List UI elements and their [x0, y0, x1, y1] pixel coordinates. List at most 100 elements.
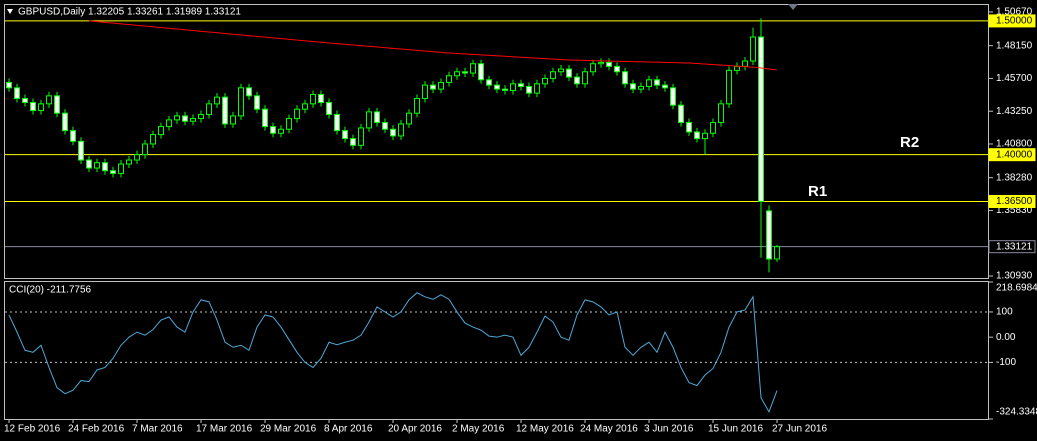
candle-body — [710, 122, 716, 134]
candle-body — [462, 71, 468, 74]
candle-body — [294, 108, 300, 120]
candle-body — [598, 61, 604, 65]
candle-body — [374, 111, 380, 124]
y-tick-label: 1.50670 — [996, 7, 1033, 18]
candle-body — [518, 83, 524, 87]
level-label: 1.50000 — [996, 16, 1033, 27]
x-tick-label: 24 May 2016 — [580, 424, 638, 435]
candle-body — [646, 79, 652, 87]
y-tick-label: 1.48150 — [996, 40, 1033, 51]
level-label-box — [988, 148, 1036, 162]
candle-body — [390, 128, 396, 137]
indicator-line — [8, 292, 778, 414]
candle-body — [110, 170, 116, 174]
level-label: 1.40000 — [996, 149, 1033, 160]
candle-body — [774, 246, 780, 260]
x-tick-label: 15 Jun 2016 — [708, 424, 763, 435]
candle-body — [22, 97, 28, 104]
candle-body — [350, 138, 356, 146]
candle-body — [526, 85, 532, 94]
candle-body — [486, 79, 492, 86]
candle-body — [326, 102, 332, 116]
candle-body — [102, 162, 108, 172]
candle-body — [670, 87, 676, 106]
candle-body — [278, 128, 284, 134]
candle-body — [286, 118, 292, 130]
candle-body — [222, 96, 228, 125]
plot-area — [5, 18, 988, 414]
candle-body — [358, 127, 364, 146]
candle-body — [550, 71, 556, 79]
moving-average — [88, 20, 778, 71]
candle-body — [62, 112, 68, 132]
candle-body — [726, 69, 732, 105]
candle-body — [606, 61, 612, 67]
candle-body — [198, 114, 204, 120]
candle-body — [254, 95, 260, 110]
candle-body — [750, 36, 756, 62]
candle-body — [734, 65, 740, 71]
x-tick-label: 12 May 2016 — [516, 424, 574, 435]
candle-body — [382, 122, 388, 130]
candle-body — [614, 65, 620, 73]
candle-body — [134, 154, 140, 161]
candle-body — [766, 210, 772, 260]
candle-body — [310, 93, 316, 105]
candle-body — [246, 87, 252, 97]
candle-body — [54, 95, 60, 114]
x-tick-label: 7 Mar 2016 — [132, 424, 183, 435]
chart-title: GBPUSD,Daily 1.32205 1.33261 1.31989 1.3… — [18, 7, 241, 18]
main-panel — [4, 4, 989, 279]
candle-body — [118, 163, 124, 174]
y-tick-label: 218.6984 — [996, 283, 1037, 294]
y-tick-label: 1.35830 — [996, 205, 1033, 216]
candle-body — [30, 102, 36, 112]
candle-body — [534, 83, 540, 94]
candle-body — [742, 60, 748, 67]
candle-body — [406, 112, 412, 125]
y-tick-label: 1.45700 — [996, 73, 1033, 84]
candle-body — [582, 71, 588, 85]
candle-body — [718, 103, 724, 124]
candle-body — [70, 130, 76, 142]
candle-body — [206, 103, 212, 116]
level-label: 1.36500 — [996, 196, 1033, 207]
candle-body — [654, 79, 660, 86]
candle-body — [574, 76, 580, 85]
candle-body — [502, 88, 508, 91]
candle-body — [678, 104, 684, 124]
candle-body — [454, 71, 460, 77]
candle-body — [758, 36, 764, 202]
candle-body — [150, 134, 156, 145]
y-tick-label: 100 — [996, 307, 1013, 318]
candle-body — [430, 84, 436, 90]
candle-body — [470, 63, 476, 74]
candle-body — [214, 96, 220, 105]
candle-body — [566, 68, 572, 78]
x-tick-label: 8 Apr 2016 — [324, 424, 373, 435]
candle-body — [334, 114, 340, 132]
candle-body — [262, 108, 268, 128]
candle-body — [414, 97, 420, 114]
candle-body — [438, 81, 444, 90]
candle-body — [126, 159, 132, 165]
candle-body — [238, 87, 244, 117]
candle-body — [190, 118, 196, 122]
candle-body — [478, 63, 484, 81]
y-tick-label: 0.00 — [996, 332, 1016, 343]
candle-body — [142, 143, 148, 156]
candle-body — [318, 93, 324, 104]
candle-body — [510, 83, 516, 91]
y-tick-label: 1.38280 — [996, 172, 1033, 183]
x-tick-label: 2 May 2016 — [452, 424, 505, 435]
candle-body — [542, 77, 548, 85]
annotation: R1 — [808, 183, 827, 200]
candle-body — [686, 122, 692, 133]
candle-body — [694, 131, 700, 140]
candle-body — [494, 84, 500, 90]
candle-body — [622, 71, 628, 85]
candle-body — [94, 162, 100, 169]
menu-arrow — [7, 9, 13, 14]
